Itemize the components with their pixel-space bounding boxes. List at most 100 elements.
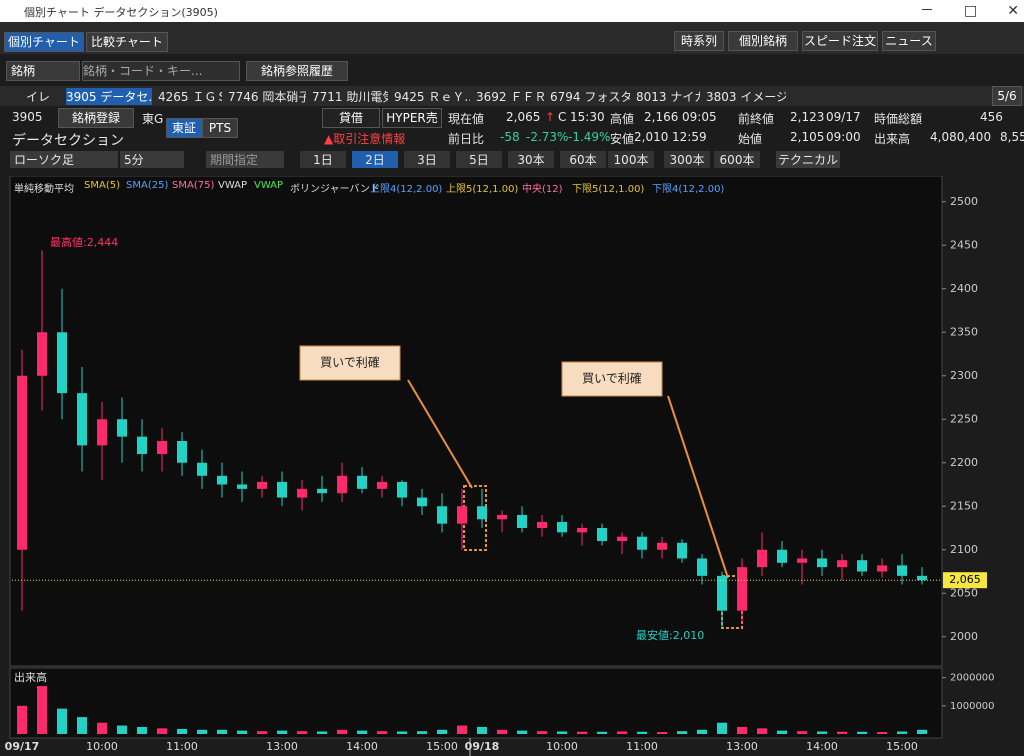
chart: 出来高 最高値:2,444 最安値:2,010 買いで利確 買いで利確 2000… <box>5 176 995 756</box>
volume-tick-label: 2000000 <box>950 673 995 684</box>
ticker-tab[interactable]: 7746 岡本硝子 <box>228 90 306 104</box>
volume-bar <box>357 730 367 734</box>
volume-bar <box>777 730 787 734</box>
quote-field: 高値 <box>610 112 635 126</box>
ticker-tab[interactable]: 9425 ＲｅＹ... <box>394 90 470 104</box>
volume-bar <box>217 729 227 734</box>
volume-bar <box>797 731 807 734</box>
title-bar <box>0 0 1024 22</box>
window-controls[interactable]: －□✕ <box>920 3 1019 19</box>
ticker-tab[interactable]: 3905 データセ... <box>66 88 152 105</box>
exchange[interactable]: 東証 <box>166 118 202 138</box>
range-button[interactable]: 600本 <box>714 151 760 168</box>
candle-body <box>837 560 847 568</box>
tab[interactable]: 個別チャート <box>4 32 84 52</box>
range-button[interactable]: 100本 <box>608 151 654 168</box>
ticker-tab[interactable]: 6794 フォスタ... <box>550 90 630 104</box>
range-button[interactable]: 1日 <box>300 151 346 168</box>
quote-field: 2,123 <box>790 110 825 124</box>
warning[interactable]: ▲取引注意情報 <box>324 132 406 146</box>
ticker-tab[interactable]: 4265 ＩＧＳ <box>158 90 222 104</box>
y-tick-label: 2300 <box>950 369 978 382</box>
candle-body <box>597 528 607 542</box>
quote-field: ↑ <box>545 110 556 124</box>
legend-item: VWAP <box>218 180 248 191</box>
volume-bar <box>837 731 847 734</box>
legend-item: 上限4(12,2.00) <box>370 184 443 195</box>
quote-field: 前終値 <box>738 112 775 126</box>
volume-bar <box>397 731 407 734</box>
search-type[interactable]: 銘柄 <box>6 61 80 81</box>
x-tick-label: 15:00 <box>886 740 918 753</box>
ticker-tab[interactable]: 3803 イメージ情 <box>706 90 786 104</box>
toolbar-button[interactable]: スピード注文 <box>802 31 878 51</box>
low-annotation: 最安値:2,010 <box>636 628 704 642</box>
tab[interactable]: 比較チャート <box>86 32 168 52</box>
x-tick-label: 11:00 <box>166 740 198 753</box>
x-tick-label: 10:00 <box>546 740 578 753</box>
legend-item: 下限4(12,2.00) <box>652 184 725 195</box>
candle-body <box>617 536 627 542</box>
period-select[interactable]: 期間指定 <box>206 151 284 168</box>
legend-item: 中央(12) <box>522 184 563 195</box>
candle-body <box>797 558 807 563</box>
range-button[interactable]: 30本 <box>508 151 554 168</box>
legend-item: 単純移動平均 <box>14 184 74 195</box>
candle-body <box>217 475 227 485</box>
callout-box <box>561 361 663 397</box>
ticker-tab[interactable]: 7711 助川電気 <box>312 90 388 104</box>
candle-body <box>857 560 867 572</box>
ticker-tab[interactable]: イレ <box>26 90 51 104</box>
toolbar-button[interactable]: ニュース <box>882 31 936 51</box>
interval-select[interactable]: 5分 <box>120 151 184 168</box>
candle-body <box>697 558 707 576</box>
range-button[interactable]: 60本 <box>560 151 606 168</box>
range-button[interactable]: 5日 <box>456 151 502 168</box>
badge: HYPER売 <box>382 108 442 128</box>
history-button[interactable]: 銘柄参照履歴 <box>246 61 348 81</box>
volume-bar <box>117 725 127 734</box>
volume-bar <box>537 731 547 734</box>
legend-item: SMA(75) <box>172 180 215 191</box>
candle-body <box>397 481 407 498</box>
callout-box <box>299 345 401 381</box>
exchange[interactable]: PTS <box>202 118 238 138</box>
range-button[interactable]: 3日 <box>404 151 450 168</box>
technical-button[interactable]: テクニカル <box>776 151 840 168</box>
quote-field: 前日比 <box>448 132 485 146</box>
x-tick-label: 11:00 <box>626 740 658 753</box>
candle-body <box>557 521 567 533</box>
ticker-tab[interactable]: 8013 ナイガイ <box>636 90 700 104</box>
volume-title: 出来高 <box>14 670 47 684</box>
badge: 貸借 <box>322 108 380 128</box>
volume-bar <box>617 731 627 734</box>
page-indicator: 5/6 <box>992 86 1022 106</box>
search-input[interactable]: 銘柄・コード・キー... <box>82 61 240 81</box>
quote-field: 時価総額 <box>874 112 923 126</box>
candle-body <box>257 481 267 489</box>
x-tick-label: 14:00 <box>806 740 838 753</box>
toolbar-button[interactable]: 時系列 <box>674 31 724 51</box>
y-tick-label: 2400 <box>950 282 978 295</box>
chart-kind-select[interactable]: ローソク足 <box>10 151 118 168</box>
quote-field: 09/17 <box>826 110 861 124</box>
volume-bar <box>137 726 147 734</box>
quote-field: 8,55 <box>1000 130 1024 144</box>
candle-body <box>577 528 587 533</box>
range-button[interactable]: 300本 <box>664 151 710 168</box>
volume-tick-label: 1000000 <box>950 701 995 712</box>
volume-bar <box>757 728 767 734</box>
ticker-tab[interactable]: 3692 ＦＦＲＩ <box>476 90 544 104</box>
range-button[interactable]: 2日 <box>352 151 398 168</box>
candle-body <box>637 536 647 550</box>
volume-bar <box>697 729 707 734</box>
volume-bar <box>417 731 427 734</box>
register-button[interactable]: 銘柄登録 <box>58 108 134 128</box>
legend-item: SMA(5) <box>84 180 120 191</box>
quote-field: 2,166 <box>644 110 679 124</box>
candle-body <box>757 549 767 568</box>
volume-bar <box>577 731 587 734</box>
candle-body <box>97 419 107 446</box>
toolbar-button[interactable]: 個別銘柄 <box>728 31 798 51</box>
